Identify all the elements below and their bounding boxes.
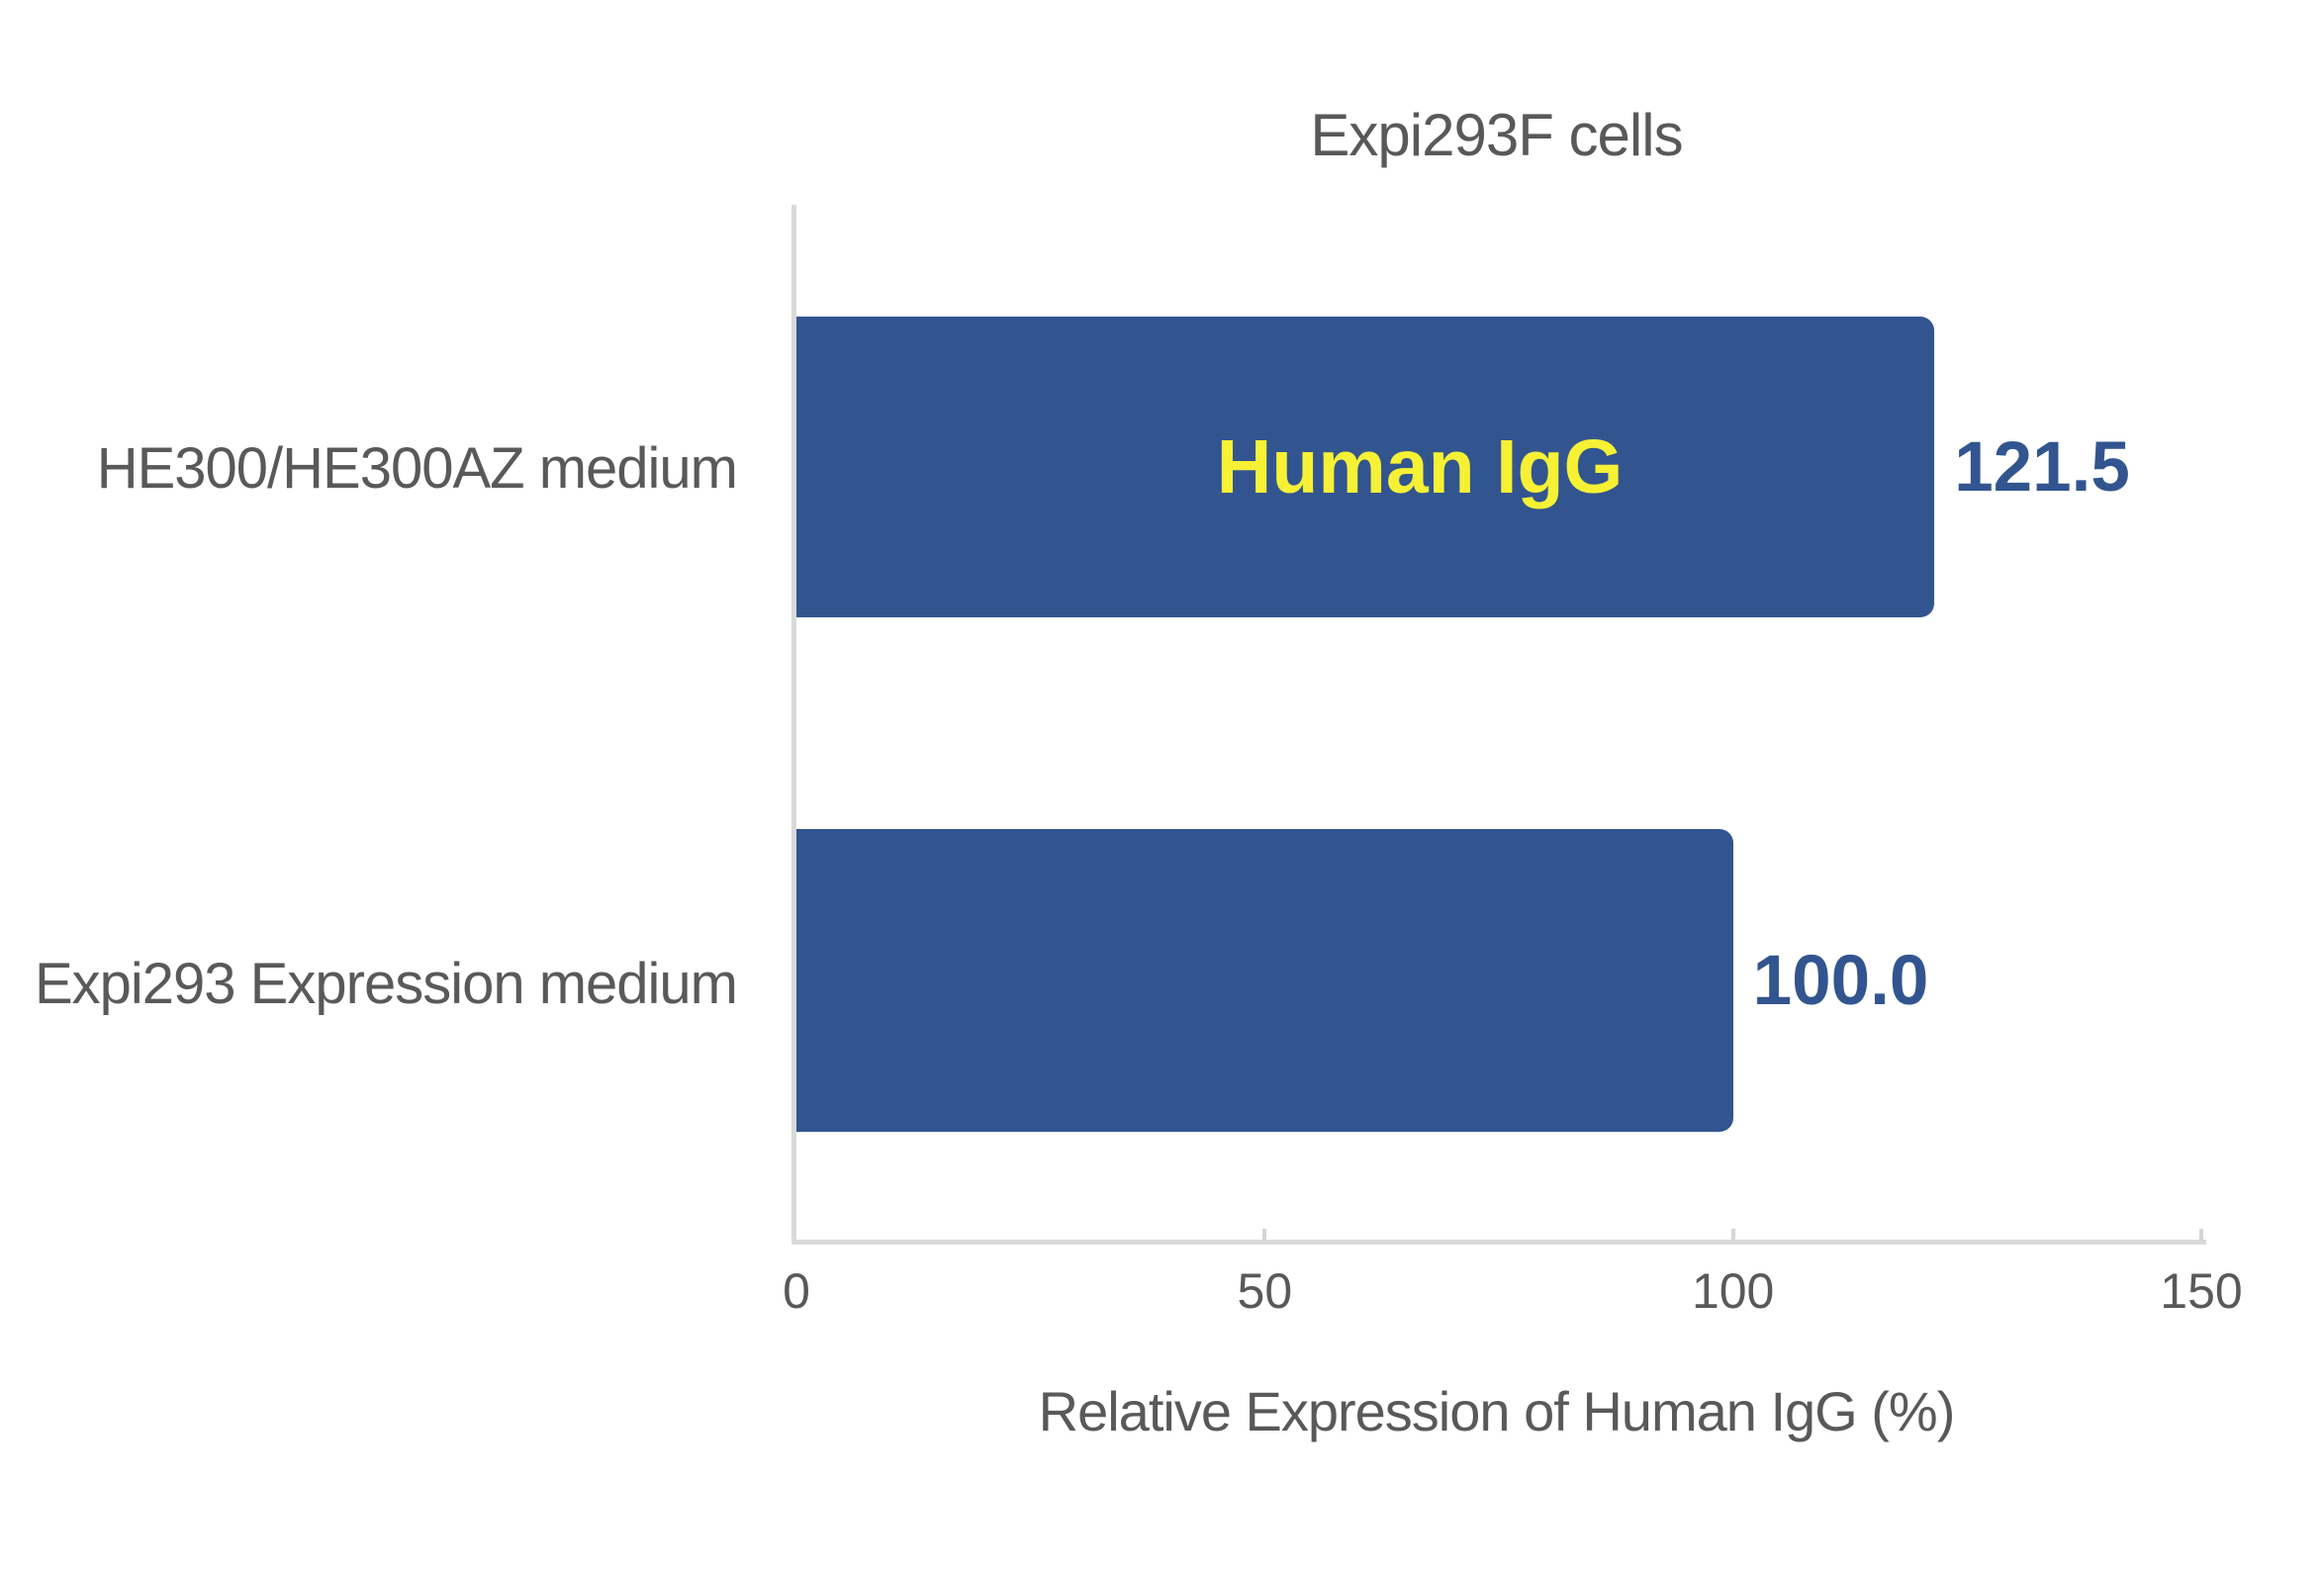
x-axis-line <box>791 1240 2206 1245</box>
x-axis-title: Relative Expression of Human IgG (%) <box>1038 1380 1956 1442</box>
x-axis-tick-150 <box>2199 1229 2203 1240</box>
category-label-he300-medium: HE300/HE300AZ medium <box>96 436 738 502</box>
x-axis-tick-50 <box>1262 1229 1267 1240</box>
x-tick-label-100: 100 <box>1691 1263 1775 1319</box>
plot-area: Human IgG 121.5 100.0 <box>796 205 2203 1240</box>
y-axis-line <box>791 205 796 1245</box>
bar-inner-label-human-igg: Human IgG <box>1216 423 1624 510</box>
x-tick-label-150: 150 <box>2160 1263 2243 1319</box>
chart-title: Expi293F cells <box>1310 102 1683 168</box>
value-label-expi293: 100.0 <box>1752 941 1929 1020</box>
value-label-he300: 121.5 <box>1954 427 2130 507</box>
category-label-expi293-medium: Expi293 Expression medium <box>34 952 738 1017</box>
x-axis-tick-100 <box>1730 1229 1735 1240</box>
bar-row-he300: Human IgG 121.5 <box>796 317 2201 617</box>
x-tick-label-50: 50 <box>1237 1263 1293 1319</box>
bar-row-expi293: 100.0 <box>796 829 2201 1132</box>
bar-he300-medium: Human IgG <box>796 317 1935 617</box>
bar-expi293-medium <box>796 829 1733 1132</box>
x-tick-label-0: 0 <box>783 1263 810 1319</box>
